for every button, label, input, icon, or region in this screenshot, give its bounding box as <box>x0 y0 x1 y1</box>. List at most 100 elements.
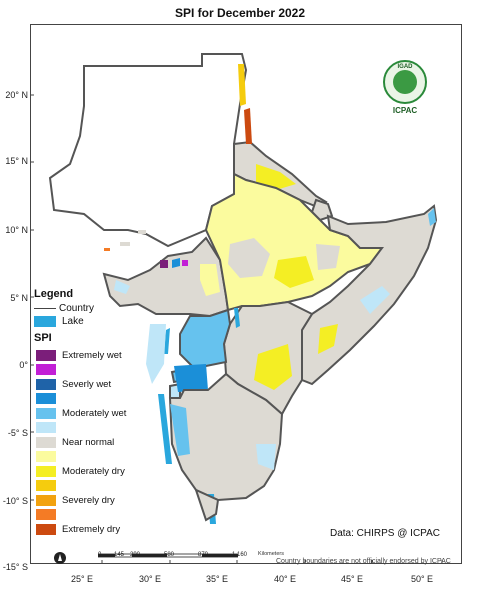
region-drc-edge <box>146 324 166 384</box>
spi-label: Extremely wet <box>62 349 122 361</box>
lat-label-10s: -10° S <box>2 496 28 506</box>
spi-legend-row <box>36 479 126 494</box>
spi-legend-row: Moderately wet <box>36 406 126 421</box>
lat-label-0: 0° <box>19 360 28 370</box>
tanzania-south-normal <box>194 488 220 522</box>
axis-ticks <box>30 94 443 564</box>
kenya-lake-turkana <box>234 308 240 328</box>
south-sudan-dry <box>200 264 220 296</box>
sudan-specks <box>104 230 146 251</box>
spi-legend-row <box>36 508 126 523</box>
spi-swatch <box>36 378 56 390</box>
logo-name: ICPAC <box>392 106 418 115</box>
spi-legend-title: SPI <box>34 332 52 344</box>
south-sudan-wet <box>114 280 130 294</box>
lat-label-20n: 20° N <box>5 90 28 100</box>
spi-legend-row <box>36 421 126 436</box>
scale-label: 580 <box>164 552 175 558</box>
spi-legend-row: Moderately dry <box>36 464 126 479</box>
tanzania-wet-east <box>256 444 276 470</box>
eritrea-north-dry <box>238 64 246 106</box>
lat-label-15s: -15° S <box>2 562 28 572</box>
kenya-dry <box>254 344 292 390</box>
disclaimer: Country boundaries are not officially en… <box>276 558 451 565</box>
spi-legend-row: Severely dry <box>36 493 126 508</box>
spi-swatch <box>36 494 56 506</box>
south-sudan-wet-3 <box>182 260 188 266</box>
spi-swatch <box>36 451 56 463</box>
lat-label-15n: 15° N <box>5 156 28 166</box>
somalia-wet <box>360 286 390 314</box>
lon-label-45e: 45° E <box>340 574 364 584</box>
spi-swatch <box>36 364 56 376</box>
spi-legend-items: Extremely wet Severly wet Moderately wet Ne… <box>36 348 126 537</box>
legend-lake-label: Lake <box>62 316 84 327</box>
lon-label-25e: 25° E <box>70 574 94 584</box>
ethiopia-normal-2 <box>316 244 340 270</box>
map-title: SPI for December 2022 <box>174 6 306 20</box>
scale-label: 1,160 <box>232 552 248 558</box>
spi-label: Severely dry <box>62 494 115 506</box>
spi-label: Extremely dry <box>62 523 121 535</box>
region-sudan <box>48 53 248 248</box>
spi-swatch <box>36 349 56 361</box>
lat-label-5n: 5° N <box>10 293 28 303</box>
somalia-moddry <box>318 324 338 354</box>
spi-legend-row: Extremely wet <box>36 348 126 363</box>
legend-country: Country <box>34 303 94 314</box>
scale-label: 0 <box>98 552 102 558</box>
logo-emblem: IGAD <box>383 60 427 104</box>
lake-albert <box>164 328 170 354</box>
spi-swatch <box>36 480 56 492</box>
ethiopia-moddry <box>274 256 314 288</box>
spi-swatch <box>36 465 56 477</box>
spi-label: Severly wet <box>62 378 112 390</box>
ethiopia-normal <box>228 238 270 278</box>
lake-victoria <box>174 364 208 392</box>
spi-label: Near normal <box>62 436 115 448</box>
lon-label-30e: 30° E <box>138 574 162 584</box>
region-uganda <box>179 308 232 367</box>
spi-legend-row: Extremely dry <box>36 522 126 537</box>
spi-swatch <box>36 393 56 405</box>
scale-label: 145 <box>114 552 125 558</box>
north-arrow-icon <box>54 552 66 564</box>
spi-label: Moderately dry <box>62 465 125 477</box>
spi-swatch <box>36 523 56 535</box>
spi-swatch <box>36 509 56 521</box>
lat-label-10n: 10° N <box>5 225 28 235</box>
tanzania-wet-west <box>170 404 190 456</box>
spi-label: Moderately wet <box>62 407 127 419</box>
scale-label: 290 <box>130 552 141 558</box>
spi-swatch <box>36 436 56 448</box>
spi-swatch <box>36 407 56 419</box>
spi-legend-row <box>36 450 126 465</box>
legend-lake: Lake <box>34 316 84 327</box>
spi-legend-row <box>36 363 126 378</box>
south-sudan-wet-2 <box>172 258 180 268</box>
spi-swatch <box>36 422 56 434</box>
lon-label-35e: 35° E <box>205 574 229 584</box>
lat-label-5s: -5° S <box>7 428 28 438</box>
somalia-north-wet <box>428 208 436 226</box>
south-sudan-extreme-wet <box>160 260 168 268</box>
spi-legend-row <box>36 392 126 407</box>
eritrea-coast-dry <box>244 108 252 144</box>
eritrea-dry <box>256 164 296 190</box>
scale-bar <box>98 553 238 558</box>
scale-label: 870 <box>198 552 209 558</box>
lake-swatch <box>34 316 56 327</box>
spi-map <box>30 53 443 564</box>
lon-label-50e: 50° E <box>410 574 434 584</box>
icpac-logo: IGAD ICPAC <box>378 60 432 115</box>
region-tanzania <box>168 372 284 502</box>
logo-top-text: IGAD <box>397 64 413 70</box>
scale-unit: Kilometers <box>258 551 284 557</box>
lake-tanganyika <box>158 394 172 464</box>
data-source: Data: CHIRPS @ ICPAC <box>330 528 440 539</box>
country-line-symbol <box>34 308 56 309</box>
legend-title: Legend <box>34 288 74 300</box>
lon-label-40e: 40° E <box>273 574 297 584</box>
spi-legend-row: Severly wet <box>36 377 126 392</box>
legend-country-label: Country <box>59 303 95 314</box>
